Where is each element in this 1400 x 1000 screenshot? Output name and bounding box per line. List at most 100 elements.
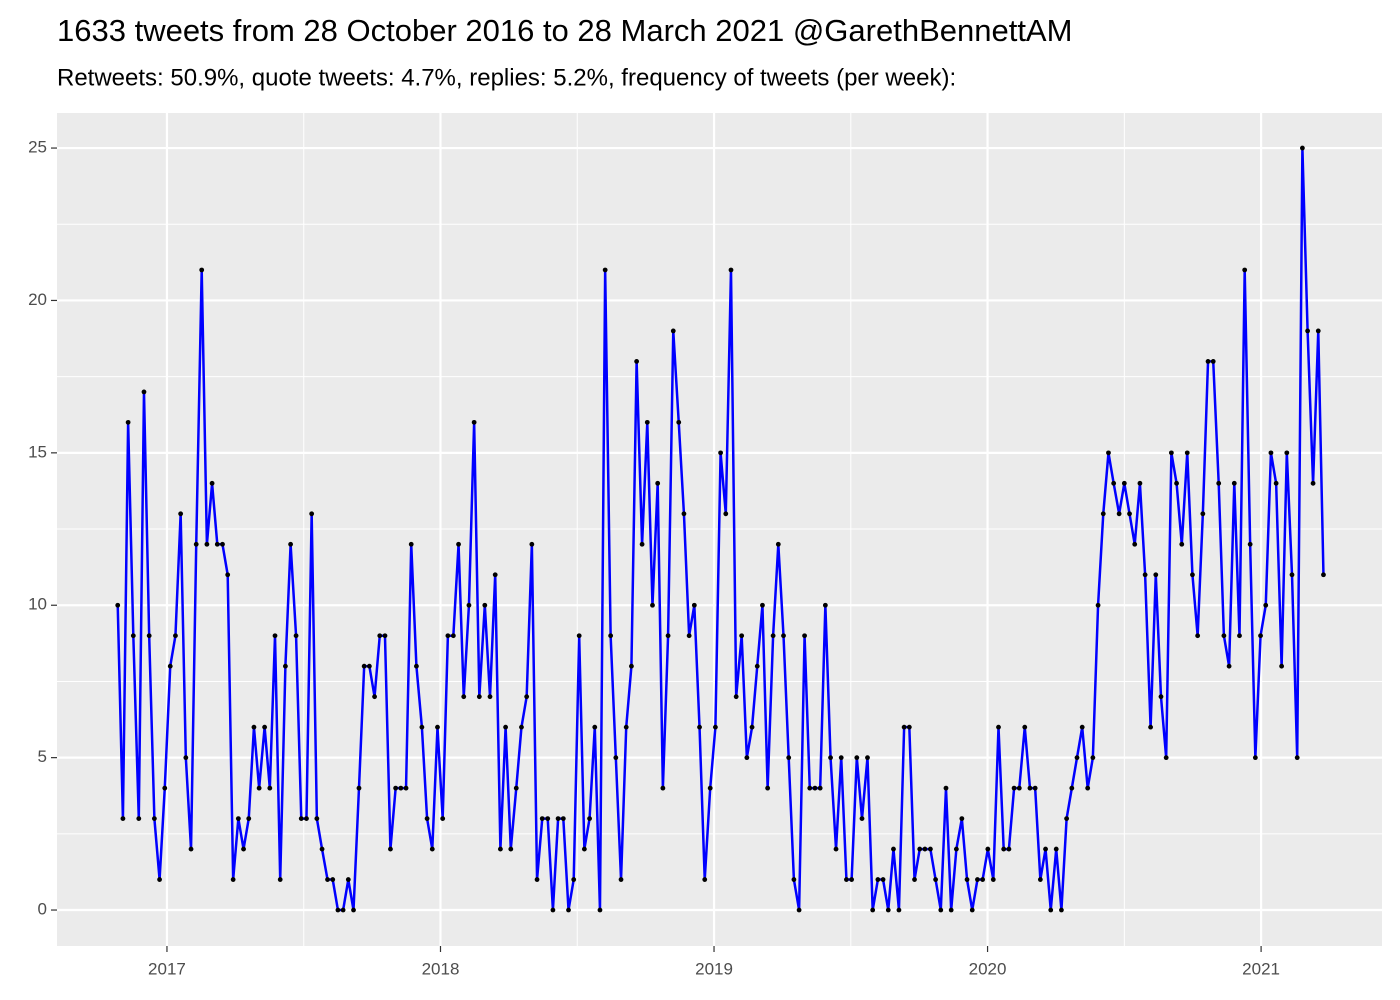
data-point [650, 602, 655, 608]
data-point [304, 816, 309, 821]
data-point [146, 633, 152, 639]
data-point [162, 785, 168, 791]
data-point [534, 877, 540, 882]
data-point [1247, 541, 1253, 547]
data-point [712, 724, 718, 730]
data-point [927, 846, 933, 852]
data-point [388, 846, 393, 852]
data-point [608, 633, 614, 639]
data-point [1142, 572, 1148, 578]
data-point [838, 755, 844, 761]
data-point [1279, 663, 1285, 669]
data-point [366, 663, 372, 669]
data-point [644, 419, 650, 425]
data-point [1163, 755, 1169, 761]
data-point [670, 328, 676, 334]
data-point [456, 541, 461, 547]
data-point [812, 785, 818, 791]
data-point [225, 572, 231, 578]
data-point [665, 633, 671, 639]
x-tick-label: 2018 [422, 959, 460, 978]
data-point [173, 633, 178, 639]
data-point [1095, 602, 1101, 608]
data-point [765, 785, 771, 791]
data-point [917, 846, 923, 852]
data-point [744, 755, 750, 761]
data-point [267, 785, 273, 791]
data-point [314, 816, 320, 821]
data-point [592, 724, 598, 730]
data-point [702, 877, 708, 882]
data-point [943, 785, 949, 791]
data-point [372, 694, 377, 700]
data-point [1258, 633, 1263, 639]
data-point [655, 480, 661, 486]
data-point [256, 785, 262, 791]
data-point [618, 877, 624, 882]
data-point [1127, 511, 1132, 517]
data-point [204, 541, 210, 547]
data-point [1148, 724, 1153, 730]
data-point [754, 663, 760, 669]
data-point [335, 907, 341, 913]
data-point [1100, 511, 1106, 517]
data-point [251, 724, 257, 730]
data-point [786, 755, 792, 761]
data-point [707, 785, 713, 791]
data-point [697, 724, 702, 730]
data-point [676, 419, 682, 425]
data-point [1205, 359, 1211, 364]
data-point [1179, 541, 1185, 547]
data-point [283, 663, 288, 669]
data-point [938, 907, 944, 913]
data-point [576, 633, 582, 639]
data-point [686, 633, 692, 639]
data-point [424, 816, 430, 821]
data-point [739, 633, 745, 639]
y-tick-label: 10 [28, 595, 47, 614]
data-point [1048, 907, 1054, 913]
data-point [822, 602, 828, 608]
data-point [1289, 572, 1295, 578]
data-point [288, 541, 293, 547]
data-point [262, 724, 268, 730]
y-tick-label: 0 [38, 900, 47, 919]
data-point [1079, 724, 1085, 730]
data-point [660, 785, 666, 791]
data-point [566, 907, 571, 913]
data-point [1069, 785, 1075, 791]
data-point [990, 877, 996, 882]
y-tick-label: 5 [38, 747, 47, 766]
data-point [922, 846, 928, 852]
data-point [613, 755, 619, 761]
data-point [277, 877, 283, 882]
data-point [885, 907, 891, 913]
data-point [691, 602, 697, 608]
data-point [482, 602, 488, 608]
data-point [870, 907, 876, 913]
data-point [309, 511, 315, 517]
data-point [151, 816, 157, 821]
data-point [581, 846, 587, 852]
data-point [136, 816, 142, 821]
data-point [1111, 480, 1117, 486]
data-point [466, 602, 472, 608]
data-point [178, 511, 184, 517]
data-point [1268, 450, 1274, 456]
data-point [241, 846, 246, 852]
data-point [550, 907, 556, 913]
data-point [781, 633, 786, 639]
data-point [1059, 907, 1064, 913]
data-point [733, 694, 739, 700]
data-point [1315, 328, 1321, 334]
data-point [519, 724, 524, 730]
data-point [1001, 846, 1007, 852]
data-point [471, 419, 477, 425]
data-point [817, 785, 823, 791]
data-point [1242, 267, 1248, 273]
data-point [597, 907, 603, 913]
data-point [230, 877, 236, 882]
data-point [1011, 785, 1017, 791]
x-tick-label: 2019 [695, 959, 733, 978]
data-point [408, 541, 414, 547]
